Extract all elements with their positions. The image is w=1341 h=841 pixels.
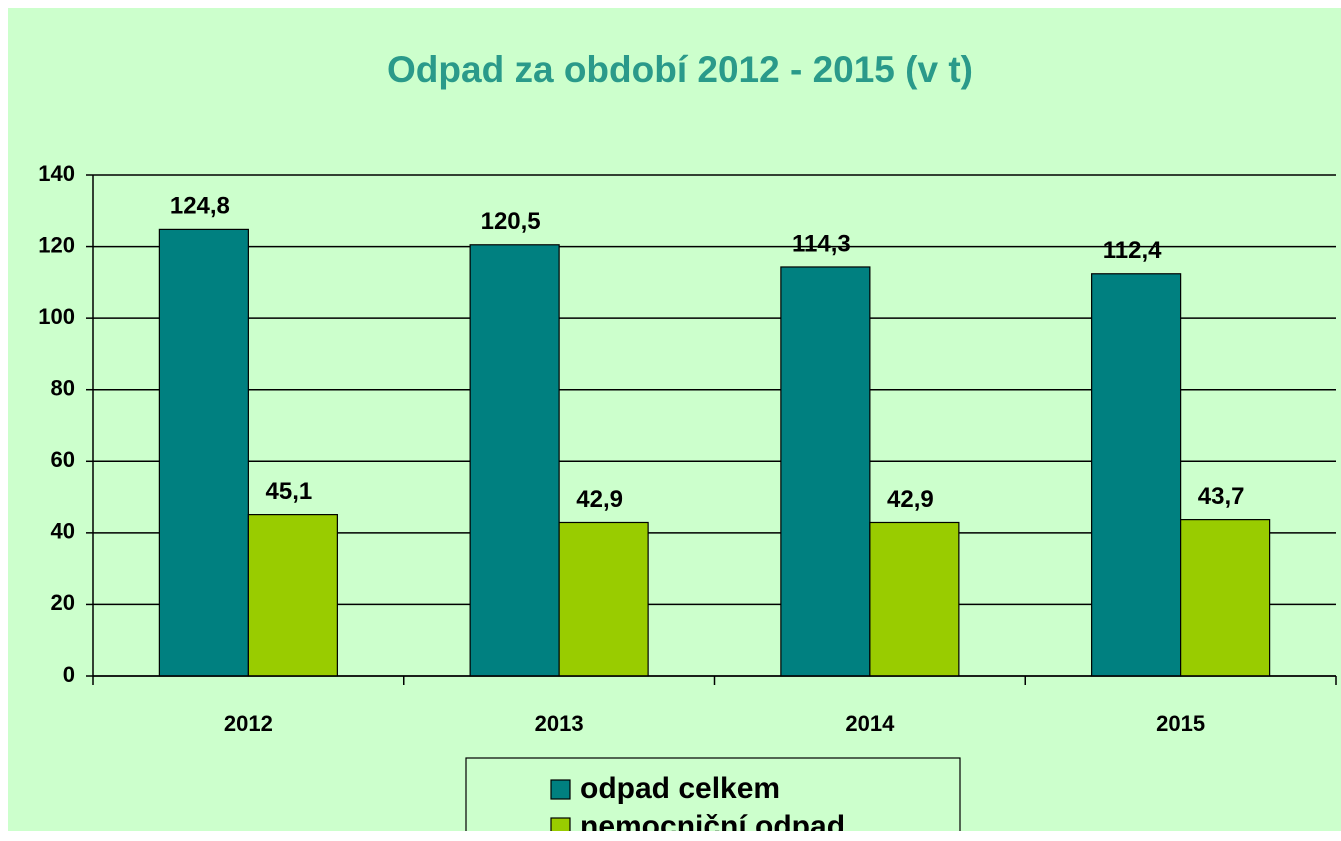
bar xyxy=(469,244,560,677)
x-tick-label: 2012 xyxy=(224,711,273,736)
value-label: 114,3 xyxy=(792,230,851,257)
y-tick-label: 120 xyxy=(38,232,75,257)
value-label: 42,9 xyxy=(887,486,934,513)
y-tick-label: 40 xyxy=(51,519,75,544)
bar xyxy=(869,521,960,677)
page-margin xyxy=(0,831,1341,841)
x-tick-label: 2015 xyxy=(1156,711,1205,736)
bar xyxy=(158,228,249,677)
bar xyxy=(1091,273,1182,677)
bar xyxy=(558,521,649,677)
value-label: 43,7 xyxy=(1198,483,1245,510)
x-tick-label: 2013 xyxy=(535,711,584,736)
bar xyxy=(780,266,871,677)
y-tick-label: 20 xyxy=(51,590,75,615)
bar xyxy=(1180,519,1271,677)
y-tick-label: 0 xyxy=(63,662,75,687)
value-label: 120,5 xyxy=(481,208,541,235)
value-label: 45,1 xyxy=(266,478,313,505)
value-label: 124,8 xyxy=(170,193,230,220)
legend-swatch xyxy=(550,779,571,800)
legend-box xyxy=(465,757,961,841)
value-label: 42,9 xyxy=(576,486,623,513)
x-tick-label: 2014 xyxy=(845,711,895,736)
y-tick-label: 60 xyxy=(51,447,75,472)
legend-label: odpad celkem xyxy=(580,772,780,805)
value-label: 112,4 xyxy=(1103,237,1162,264)
y-tick-label: 100 xyxy=(38,304,75,329)
chart-title: Odpad za období 2012 - 2015 (v t) xyxy=(387,49,973,90)
y-tick-label: 140 xyxy=(38,161,75,186)
bar xyxy=(247,514,338,677)
y-tick-label: 80 xyxy=(51,376,75,401)
